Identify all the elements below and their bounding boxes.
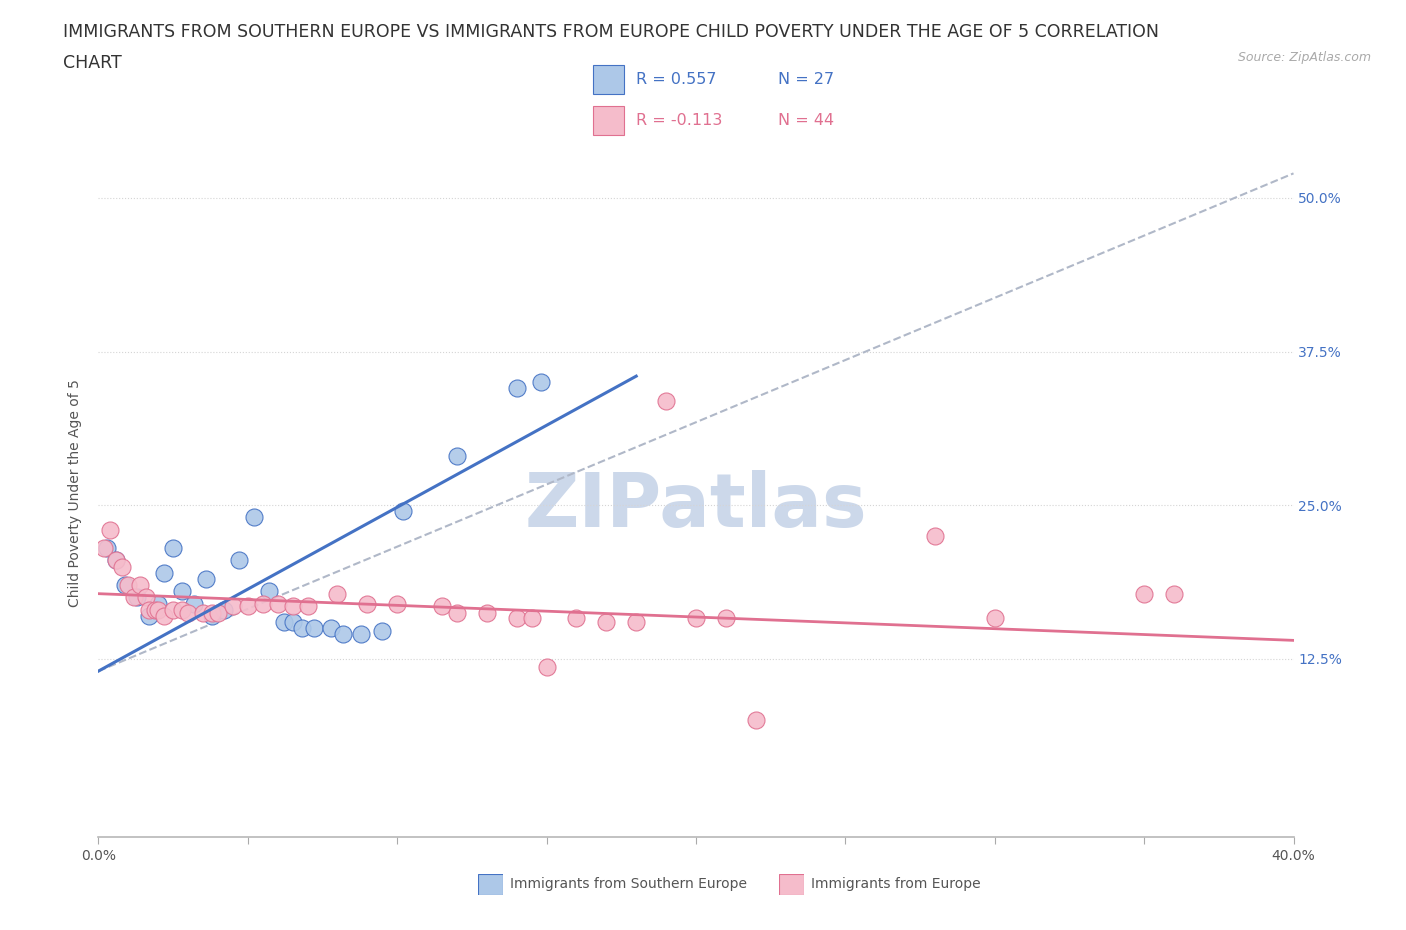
- Point: [356, 596, 378, 611]
- Text: Source: ZipAtlas.com: Source: ZipAtlas.com: [1237, 51, 1371, 64]
- Point: [138, 608, 160, 623]
- Point: [191, 606, 214, 621]
- Text: R = -0.113: R = -0.113: [636, 113, 723, 127]
- Point: [117, 578, 139, 592]
- Point: [267, 596, 290, 611]
- Point: [595, 615, 617, 630]
- Text: IMMIGRANTS FROM SOUTHERN EUROPE VS IMMIGRANTS FROM EUROPE CHILD POVERTY UNDER TH: IMMIGRANTS FROM SOUTHERN EUROPE VS IMMIG…: [63, 23, 1160, 41]
- Point: [148, 596, 170, 611]
- Point: [236, 599, 259, 614]
- Point: [924, 528, 946, 543]
- Point: [281, 599, 304, 614]
- Text: Immigrants from Europe: Immigrants from Europe: [811, 877, 981, 892]
- Point: [257, 584, 280, 599]
- Point: [228, 553, 250, 568]
- Point: [321, 620, 343, 635]
- Point: [212, 603, 235, 618]
- Point: [143, 603, 166, 618]
- Point: [252, 596, 274, 611]
- Y-axis label: Child Poverty Under the Age of 5: Child Poverty Under the Age of 5: [69, 379, 83, 607]
- FancyBboxPatch shape: [593, 65, 624, 94]
- Point: [138, 603, 160, 618]
- Point: [392, 504, 415, 519]
- Point: [243, 510, 266, 525]
- Point: [201, 608, 224, 623]
- Point: [96, 540, 118, 555]
- Text: Immigrants from Southern Europe: Immigrants from Southern Europe: [510, 877, 748, 892]
- Point: [111, 559, 134, 574]
- Point: [984, 611, 1007, 626]
- Point: [177, 606, 200, 621]
- Point: [98, 523, 122, 538]
- Point: [129, 578, 152, 592]
- Point: [105, 553, 128, 568]
- Point: [281, 615, 304, 630]
- Point: [153, 565, 176, 580]
- Point: [714, 611, 737, 626]
- Point: [745, 712, 768, 727]
- Point: [530, 375, 553, 390]
- Point: [207, 606, 229, 621]
- Text: ZIPatlas: ZIPatlas: [524, 471, 868, 543]
- Point: [172, 584, 194, 599]
- Point: [350, 627, 373, 642]
- Point: [565, 611, 588, 626]
- Point: [685, 611, 707, 626]
- Point: [148, 603, 170, 618]
- Point: [183, 596, 205, 611]
- Point: [153, 608, 176, 623]
- Point: [291, 620, 314, 635]
- FancyBboxPatch shape: [779, 874, 804, 895]
- Text: R = 0.557: R = 0.557: [636, 72, 717, 86]
- Point: [124, 590, 146, 604]
- Point: [201, 606, 224, 621]
- Point: [114, 578, 136, 592]
- Point: [536, 660, 558, 675]
- Point: [446, 448, 468, 463]
- Point: [326, 586, 349, 601]
- Point: [127, 590, 149, 604]
- Point: [1163, 586, 1185, 601]
- Point: [135, 590, 157, 604]
- Point: [195, 571, 218, 587]
- Point: [332, 627, 354, 642]
- Point: [162, 540, 184, 555]
- Point: [222, 599, 245, 614]
- Point: [655, 393, 678, 408]
- Text: N = 44: N = 44: [779, 113, 835, 127]
- Point: [273, 615, 295, 630]
- Point: [1133, 586, 1156, 601]
- Point: [172, 603, 194, 618]
- Point: [520, 611, 543, 626]
- Point: [475, 606, 498, 621]
- Point: [93, 540, 115, 555]
- Point: [506, 611, 529, 626]
- Point: [446, 606, 468, 621]
- FancyBboxPatch shape: [593, 106, 624, 136]
- FancyBboxPatch shape: [478, 874, 503, 895]
- Point: [385, 596, 409, 611]
- Point: [371, 623, 394, 638]
- Point: [506, 381, 529, 396]
- Point: [626, 615, 648, 630]
- Point: [105, 553, 128, 568]
- Point: [430, 599, 453, 614]
- Text: N = 27: N = 27: [779, 72, 835, 86]
- Point: [302, 620, 325, 635]
- Point: [162, 603, 184, 618]
- Point: [297, 599, 319, 614]
- Text: CHART: CHART: [63, 54, 122, 72]
